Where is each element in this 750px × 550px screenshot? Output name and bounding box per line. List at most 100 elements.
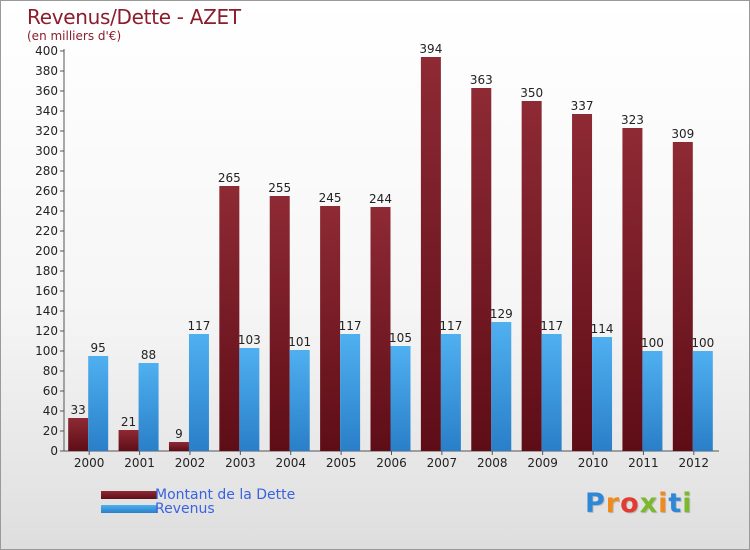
bar-dette-2000: [68, 418, 89, 451]
bar-revenus-2007: [440, 334, 461, 451]
data-label-dette-2003: 265: [218, 171, 241, 185]
data-label-dette-2002: 9: [175, 427, 183, 441]
legend-label-revenus: Revenus: [155, 501, 215, 517]
bar-dette-2009: [521, 101, 542, 451]
data-label-dette-2008: 363: [470, 73, 493, 87]
data-label-revenus-2005: 117: [339, 319, 362, 333]
x-tick-label: 2005: [326, 456, 357, 470]
data-label-revenus-2009: 117: [540, 319, 563, 333]
y-tick-label: 280: [35, 164, 58, 178]
axes: 0 20 40 60 80 100 120 140 160 180 200 220 240 260 280 3…: [35, 44, 719, 470]
data-label-revenus-2004: 101: [288, 335, 311, 349]
chart-subtitle: (en milliers d'€): [27, 29, 122, 43]
data-label-dette-2011: 323: [621, 113, 644, 127]
x-tick-label: 2010: [578, 456, 609, 470]
y-tick-label: 400: [35, 44, 58, 58]
logo-letter: i: [658, 488, 669, 519]
bar-revenus-2000: [88, 356, 109, 451]
y-tick-label: 320: [35, 124, 58, 138]
data-label-dette-2000: 33: [71, 403, 86, 417]
chart-title: Revenus/Dette - AZET: [27, 5, 241, 29]
data-label-revenus-2010: 114: [591, 322, 614, 336]
x-tick-label: 2001: [124, 456, 155, 470]
bar-dette-2003: [219, 186, 240, 451]
data-label-revenus-2001: 88: [141, 348, 156, 362]
x-tick-label: 2008: [477, 456, 508, 470]
legend-item-revenus: Revenus: [101, 501, 215, 517]
legend-item-dette: Montant de la Dette: [101, 487, 295, 503]
y-tick-label: 140: [35, 304, 58, 318]
y-tick-label: 380: [35, 64, 58, 78]
x-tick-label: 2002: [175, 456, 206, 470]
y-tick-label: 0: [50, 444, 58, 458]
data-label-revenus-2008: 129: [490, 307, 513, 321]
legend-swatch-dette: [101, 491, 157, 499]
data-label-dette-2010: 337: [571, 99, 594, 113]
y-tick-label: 300: [35, 144, 58, 158]
y-tick-label: 260: [35, 184, 58, 198]
y-tick-label: 240: [35, 204, 58, 218]
y-tick-label: 120: [35, 324, 58, 338]
bar-revenus-2005: [340, 334, 361, 451]
data-label-dette-2009: 350: [520, 86, 543, 100]
y-tick-label: 100: [35, 344, 58, 358]
data-label-dette-2006: 244: [369, 192, 392, 206]
y-tick-label: 220: [35, 224, 58, 238]
bar-revenus-2010: [592, 337, 613, 451]
logo-letter: t: [668, 488, 683, 519]
y-tick-label: 360: [35, 84, 58, 98]
bar-dette-2012: [672, 142, 693, 451]
y-tick-label: 60: [43, 384, 58, 398]
data-label-revenus-2007: 117: [439, 319, 462, 333]
bar-revenus-2002: [188, 334, 209, 451]
legend-label-dette: Montant de la Dette: [155, 487, 296, 503]
bars: [68, 57, 713, 451]
bar-dette-2008: [471, 88, 492, 451]
logo-letter: P: [585, 488, 606, 519]
logo-letter: x: [639, 488, 659, 519]
bar-dette-2004: [269, 196, 290, 451]
data-label-dette-2007: 394: [419, 42, 442, 56]
bar-revenus-2009: [541, 334, 562, 451]
data-label-dette-2004: 255: [268, 181, 291, 195]
proxiti-logo: Proxiti: [585, 488, 693, 519]
bar-revenus-2004: [289, 350, 310, 451]
bar-dette-2010: [572, 114, 593, 451]
data-labels: 33 95 21 88 9 117 265 103 255 101 245 117 244 105 394 1…: [71, 42, 715, 441]
x-tick-label: 2000: [74, 456, 105, 470]
x-tick-label: 2004: [275, 456, 306, 470]
y-tick-label: 160: [35, 284, 58, 298]
bar-dette-2006: [370, 207, 391, 451]
x-tick-label: 2009: [527, 456, 558, 470]
bar-dette-2002: [168, 442, 189, 451]
bar-revenus-2008: [491, 322, 512, 451]
y-tick-label: 200: [35, 244, 58, 258]
logo-letter: i: [682, 488, 693, 519]
bar-dette-2007: [420, 57, 441, 451]
data-label-dette-2001: 21: [121, 415, 136, 429]
x-tick-label: 2011: [628, 456, 659, 470]
x-tick-label: 2007: [427, 456, 458, 470]
x-tick-label: 2003: [225, 456, 256, 470]
data-label-dette-2005: 245: [319, 191, 342, 205]
data-label-revenus-2006: 105: [389, 331, 412, 345]
y-tick-label: 180: [35, 264, 58, 278]
data-label-revenus-2000: 95: [91, 341, 106, 355]
bar-revenus-2001: [138, 363, 159, 451]
bar-revenus-2012: [692, 351, 713, 451]
bar-dette-2005: [320, 206, 341, 451]
bar-revenus-2003: [239, 348, 260, 451]
y-tick-label: 340: [35, 104, 58, 118]
y-tick-label: 40: [43, 404, 58, 418]
legend-swatch-revenus: [101, 505, 157, 513]
data-label-revenus-2002: 117: [188, 319, 211, 333]
logo-letter: r: [605, 488, 621, 519]
data-label-revenus-2011: 100: [641, 336, 664, 350]
y-tick-label: 20: [43, 424, 58, 438]
data-label-dette-2012: 309: [671, 127, 694, 141]
logo-letter: o: [620, 488, 640, 519]
bar-revenus-2011: [642, 351, 663, 451]
bar-dette-2001: [118, 430, 139, 451]
